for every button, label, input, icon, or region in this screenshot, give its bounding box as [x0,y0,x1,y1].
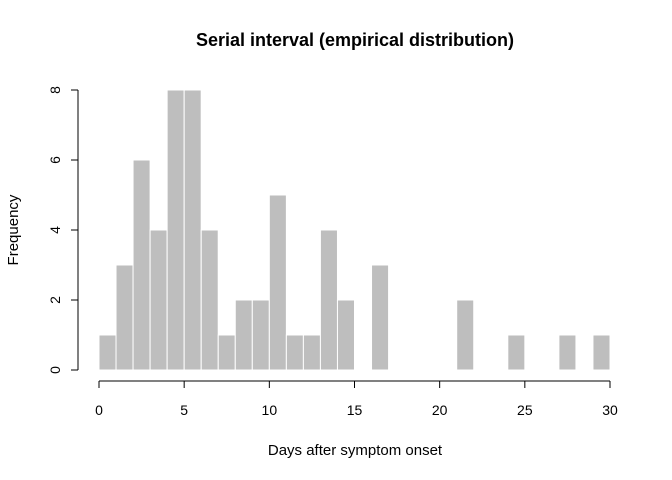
histogram-bar [149,229,168,371]
chart-title: Serial interval (empirical distribution) [196,30,514,50]
histogram-bar [200,229,219,371]
histogram-bar [371,264,390,371]
x-tick-label: 15 [347,402,363,418]
y-axis-label: Frequency [5,194,22,265]
y-tick-label: 6 [47,156,63,164]
y-tick-label: 4 [47,226,63,234]
y-axis: 0 2 4 6 8 [47,86,79,374]
y-tick-label: 8 [47,86,63,94]
histogram-bar [132,159,151,371]
histogram-bar [115,264,134,371]
x-tick-label: 10 [262,402,278,418]
histogram-bar [251,299,270,371]
histogram-bar [98,334,117,371]
y-tick-label: 0 [47,366,63,374]
histogram-bar [319,229,338,371]
x-axis: 0 5 10 15 20 25 30 [95,380,618,418]
x-tick-label: 0 [95,402,103,418]
histogram-bar [166,89,185,371]
histogram-bar [183,89,202,371]
histogram-bar [456,299,475,371]
y-tick-label: 2 [47,296,63,304]
x-axis-label: Days after symptom onset [268,442,443,459]
histogram-bar [268,194,287,371]
x-tick-label: 30 [602,402,618,418]
x-tick-label: 5 [180,402,188,418]
histogram-bar [217,334,236,371]
histogram-bar [336,299,356,371]
x-tick-label: 20 [432,402,448,418]
bars-group [98,89,611,371]
histogram-bar [234,299,253,371]
histogram-bar [558,334,577,371]
histogram-bar [592,334,611,371]
histogram-bar [507,334,526,371]
x-tick-label: 25 [517,402,533,418]
histogram-bar [285,334,304,371]
histogram-bar [302,334,321,371]
